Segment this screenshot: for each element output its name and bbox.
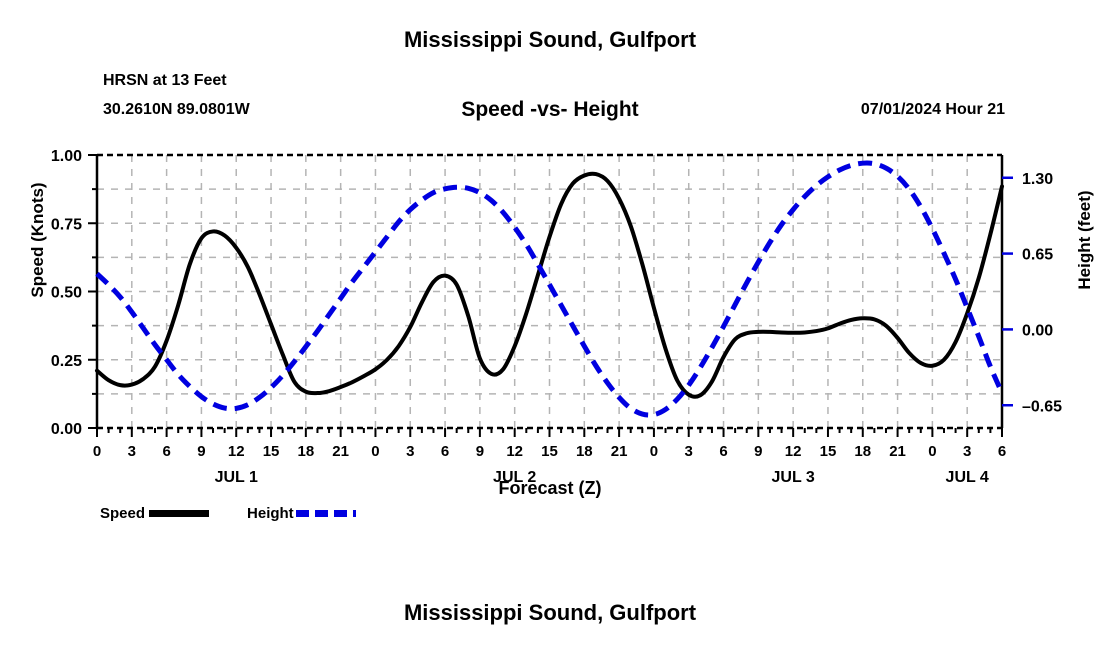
chart-subtitle: Speed -vs- Height bbox=[461, 98, 639, 121]
x-tick-label: 18 bbox=[576, 443, 593, 460]
x-tick-label: 9 bbox=[476, 443, 484, 460]
x-tick-label: 6 bbox=[998, 443, 1006, 460]
page-title: Mississippi Sound, Gulfport bbox=[403, 27, 697, 52]
legend-item-height: Height bbox=[247, 505, 356, 522]
y-tick-label-left: 0.75 bbox=[51, 216, 82, 233]
chart-legend: Speed Height bbox=[100, 505, 356, 522]
footer-title: Mississippi Sound, Gulfport bbox=[403, 600, 697, 625]
x-tick-label: 6 bbox=[441, 443, 449, 460]
x-tick-label: 12 bbox=[506, 443, 523, 460]
legend-label-speed: Speed bbox=[100, 505, 146, 522]
y-tick-label-right: –0.65 bbox=[1022, 398, 1062, 415]
x-tick-label: 3 bbox=[685, 443, 693, 460]
series-line-speed bbox=[95, 171, 1004, 399]
x-axis-day-label: JUL 4 bbox=[946, 469, 989, 486]
x-tick-label: 3 bbox=[963, 443, 971, 460]
forecast-run-label: 07/01/2024 Hour 21 bbox=[860, 101, 1005, 118]
x-tick-label: 21 bbox=[611, 443, 628, 460]
x-tick-label: 3 bbox=[128, 443, 136, 460]
y-tick-label-left: 0.25 bbox=[51, 353, 82, 370]
legend-label-height: Height bbox=[247, 505, 294, 522]
y-tick-label-left: 0.00 bbox=[51, 421, 82, 438]
x-axis-day-label: JUL 3 bbox=[772, 469, 815, 486]
station-coordinates-label: 30.2610N 89.0801W bbox=[103, 101, 250, 118]
x-tick-label: 15 bbox=[820, 443, 837, 460]
legend-item-speed: Speed bbox=[100, 505, 247, 522]
x-tick-label: 0 bbox=[928, 443, 936, 460]
x-tick-label: 9 bbox=[754, 443, 762, 460]
y-axis-left-title: Speed (Knots) bbox=[28, 182, 47, 298]
series-line-height bbox=[95, 160, 1005, 418]
y-tick-label-right: 1.30 bbox=[1022, 171, 1053, 188]
x-tick-label: 21 bbox=[889, 443, 906, 460]
x-tick-label: 15 bbox=[541, 443, 558, 460]
x-axis-day-label: JUL 2 bbox=[493, 469, 536, 486]
legend-swatch-speed-icon bbox=[149, 510, 210, 517]
x-tick-label: 18 bbox=[298, 443, 315, 460]
x-tick-label: 21 bbox=[332, 443, 349, 460]
y-tick-label-right: 0.00 bbox=[1022, 322, 1053, 339]
x-tick-label: 6 bbox=[719, 443, 727, 460]
x-tick-label: 15 bbox=[263, 443, 280, 460]
y-axis-right-title: Height (feet) bbox=[1075, 190, 1094, 290]
x-tick-label: 0 bbox=[93, 443, 101, 460]
x-tick-label: 6 bbox=[162, 443, 170, 460]
x-axis-day-label: JUL 1 bbox=[215, 469, 258, 486]
y-tick-label-right: 0.65 bbox=[1022, 247, 1053, 264]
x-tick-label: 9 bbox=[197, 443, 205, 460]
x-tick-label: 3 bbox=[406, 443, 414, 460]
y-tick-label-left: 1.00 bbox=[51, 148, 82, 165]
x-tick-label: 0 bbox=[371, 443, 379, 460]
y-tick-label-left: 0.50 bbox=[51, 285, 82, 302]
legend-swatch-height-icon bbox=[295, 510, 356, 517]
x-tick-label: 12 bbox=[785, 443, 802, 460]
station-depth-label: HRSN at 13 Feet bbox=[103, 72, 227, 89]
x-axis-title: Forecast (Z) bbox=[498, 478, 602, 498]
x-tick-label: 12 bbox=[228, 443, 245, 460]
x-tick-label: 0 bbox=[650, 443, 658, 460]
x-tick-label: 18 bbox=[854, 443, 871, 460]
